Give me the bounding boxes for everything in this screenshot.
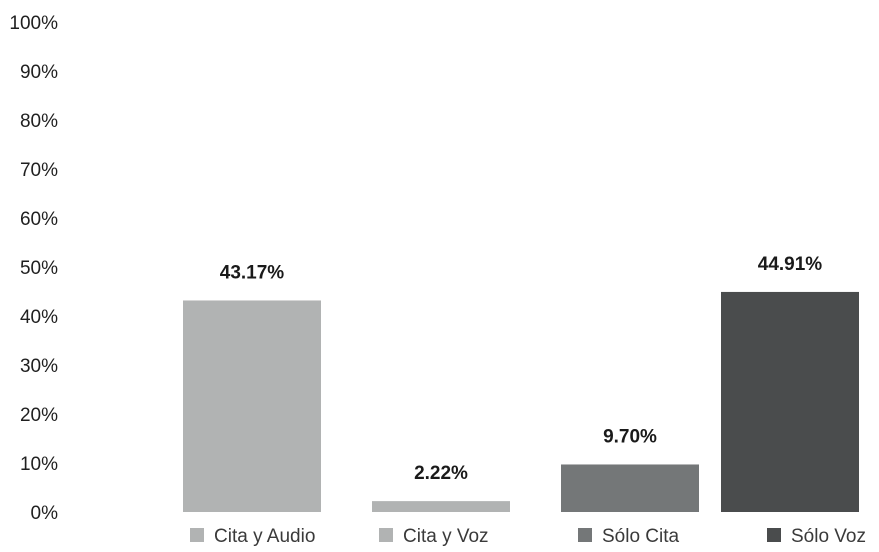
legend-item-label: Sólo Cita <box>602 526 680 547</box>
bar <box>561 464 699 512</box>
bar <box>721 291 859 512</box>
y-tick-label: 50% <box>20 258 58 279</box>
y-tick-label: 90% <box>20 62 58 83</box>
y-axis: 0% 10% 20% 30% 40% 50% 60% 70% 80% 90% 100% <box>9 13 58 524</box>
bar <box>372 501 510 512</box>
data-label: 9.70% <box>603 426 657 447</box>
legend: Cita y Audio Cita y Voz Sólo Cita Sólo Voz <box>190 526 866 547</box>
y-tick-label: 100% <box>9 13 58 34</box>
y-tick-label: 20% <box>20 405 58 426</box>
legend-swatch <box>767 528 781 542</box>
legend-item-label: Cita y Audio <box>214 526 315 547</box>
bar <box>183 300 321 512</box>
y-tick-label: 60% <box>20 209 58 230</box>
y-tick-label: 30% <box>20 356 58 377</box>
legend-swatch <box>190 528 204 542</box>
legend-item-label: Sólo Voz <box>791 526 866 547</box>
data-label: 2.22% <box>414 463 468 484</box>
data-label: 43.17% <box>220 262 285 283</box>
legend-swatch <box>379 528 393 542</box>
y-tick-label: 80% <box>20 111 58 132</box>
y-tick-label: 70% <box>20 160 58 181</box>
y-tick-label: 10% <box>20 454 58 475</box>
legend-swatch <box>578 528 592 542</box>
value-labels-group: 43.17% 2.22% 9.70% 44.91% <box>220 254 823 484</box>
bars-group <box>183 291 859 512</box>
data-label: 44.91% <box>758 254 823 275</box>
y-tick-label: 40% <box>20 307 58 328</box>
legend-item-label: Cita y Voz <box>403 526 489 547</box>
y-tick-label: 0% <box>31 503 59 524</box>
